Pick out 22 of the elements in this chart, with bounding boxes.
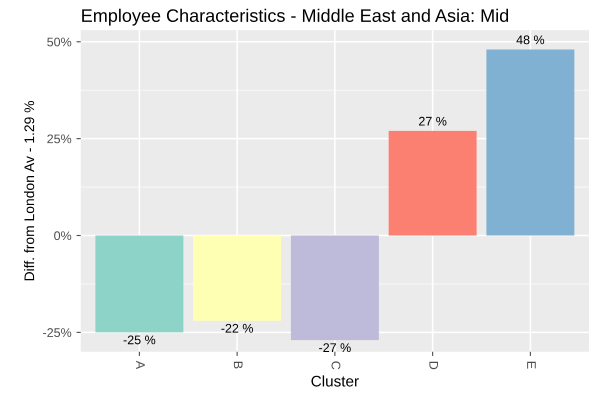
bar: [290, 236, 379, 340]
x-tick-label: C: [332, 361, 340, 370]
x-tick-label: D: [429, 362, 438, 370]
x-tick-label: E: [527, 362, 536, 369]
y-tick-label: 0%: [54, 231, 72, 240]
y-tick-label: 25%: [47, 134, 72, 144]
data-label: -25 %: [124, 335, 156, 344]
data-label: 27 %: [419, 116, 446, 126]
x-tick-label: B: [234, 362, 242, 368]
bar: [193, 236, 282, 321]
bar: [95, 236, 184, 332]
data-label: -27 %: [319, 343, 351, 352]
y-tick-label: -25%: [43, 328, 72, 338]
x-tick-label: A: [136, 360, 145, 370]
y-axis-title: Diff. from London Av - 1.29 %: [24, 100, 34, 280]
y-tick-label: 50%: [47, 38, 72, 46]
chart-title: Employee Characteristics - Middle East and Asia: Mid: [82, 8, 508, 26]
bar: [486, 50, 574, 236]
data-label: 48 %: [516, 35, 544, 44]
x-axis-title: Cluster: [311, 375, 359, 387]
bar: [388, 130, 477, 236]
data-label: -22 %: [221, 324, 254, 333]
